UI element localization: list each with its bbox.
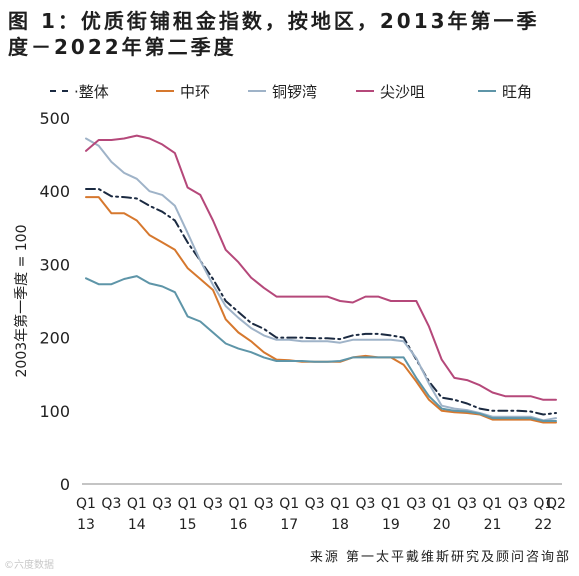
y-tick-label: 200 [39,329,70,348]
x-tick-label-year: 19 [382,517,400,533]
x-tick-label: Q2 [546,496,566,512]
x-tick-label: Q3 [254,496,274,512]
watermark: ©六度数据 [4,560,54,571]
x-tick-label: Q1 [483,496,503,512]
x-tick-label-year: 20 [433,517,451,533]
y-tick-label: 300 [39,255,70,274]
y-tick-label: 0 [60,475,70,494]
x-tick-label-year: 15 [179,517,197,533]
x-tick-label: Q1 [533,496,553,512]
x-tick-label: Q1 [432,496,452,512]
x-tick-label: Q3 [508,496,528,512]
x-tick-label: Q3 [406,496,426,512]
page-title: 图 1：优质街铺租金指数，按地区，2013年第一季 度－2022年第二季度 [8,8,568,60]
legend-swatch-overall [50,90,68,92]
legend-swatch-causeway-bay [248,90,266,92]
x-tick-label-year: 13 [77,517,95,533]
chart-legend: ·整体 中环 铜锣湾 尖沙咀 旺角 [30,80,579,102]
x-tick-label: Q1 [279,496,299,512]
series-line-铜锣湾 [85,137,557,422]
x-tick-label-year: 18 [331,517,349,533]
x-tick-label: Q3 [203,496,223,512]
x-tick-label: Q3 [305,496,325,512]
title-line-1: 图 1：优质街铺租金指数，按地区，2013年第一季 [8,9,540,33]
y-tick-label: 400 [39,182,70,201]
legend-label-mong-kok: 旺角 [502,82,533,101]
x-tick-label: Q1 [76,496,96,512]
legend-item-causeway-bay: 铜锣湾 [248,80,317,102]
x-tick-label: Q1 [330,496,350,512]
legend-label-overall: ·整体 [74,82,109,101]
x-tick-label: Q3 [355,496,375,512]
x-tick-label: Q1 [228,496,248,512]
x-tick-label: Q3 [152,496,172,512]
x-tick-label-year: 17 [280,517,298,533]
x-tick-label-year: 16 [230,517,248,533]
series-line-整体 [85,188,557,416]
series-line-旺角 [85,275,557,422]
x-tick-label-year: 22 [534,517,552,533]
x-tick-label: Q3 [457,496,477,512]
legend-swatch-tsim-sha-tsui [356,90,374,92]
legend-label-causeway-bay: 铜锣湾 [272,82,318,101]
x-tick-label-year: 21 [484,517,502,533]
x-tick-label: Q1 [178,496,198,512]
legend-item-tsim-sha-tsui: 尖沙咀 [356,80,425,102]
x-tick-label: Q1 [381,496,401,512]
y-tick-label: 100 [39,402,70,421]
legend-item-mong-kok: 旺角 [478,80,532,102]
y-tick-label: 500 [39,109,70,128]
legend-swatch-central [156,90,174,92]
source-note: 来源 第一太平戴维斯研究及顾问咨询部 [309,550,571,565]
legend-swatch-mong-kok [478,90,496,92]
legend-label-central: 中环 [180,82,211,101]
series-line-尖沙咀 [85,134,557,401]
legend-label-tsim-sha-tsui: 尖沙咀 [380,82,426,101]
x-tick-label: Q1 [127,496,147,512]
x-tick-label: Q3 [101,496,121,512]
y-axis-title: 2003年第一季度 = 100 [13,225,30,378]
x-tick-label-year: 14 [128,517,146,533]
title-line-2: 度－2022年第二季度 [8,35,237,59]
legend-item-central: 中环 [156,80,210,102]
legend-item-overall: ·整体 [50,80,109,102]
